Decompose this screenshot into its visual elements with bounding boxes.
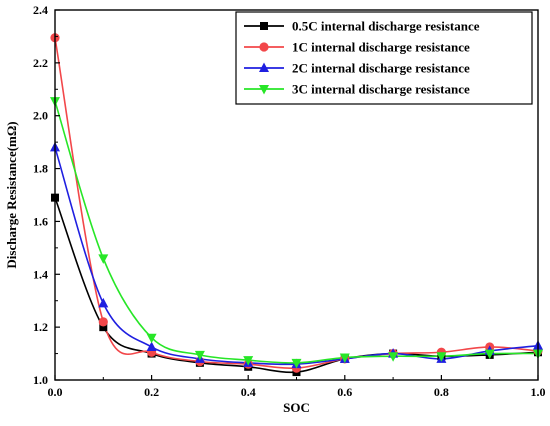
y-tick-label: 2.4 bbox=[33, 3, 48, 17]
legend-swatch-marker bbox=[259, 85, 269, 95]
y-tick-label: 1.6 bbox=[33, 214, 48, 228]
data-point-2 bbox=[146, 341, 157, 351]
series-line-3 bbox=[54, 100, 539, 364]
legend-label: 2C internal discharge resistance bbox=[292, 61, 470, 76]
x-tick-label: 0.4 bbox=[241, 385, 256, 399]
legend-label: 3C internal discharge resistance bbox=[292, 82, 470, 97]
x-tick-label: 0.8 bbox=[434, 385, 449, 399]
legend-box bbox=[235, 11, 533, 105]
y-tick-label: 2.2 bbox=[33, 56, 48, 70]
x-tick-label: 0.6 bbox=[337, 385, 352, 399]
data-point-1 bbox=[98, 317, 108, 327]
x-tick-label: 0.0 bbox=[48, 385, 63, 399]
y-tick-label: 2.0 bbox=[33, 109, 48, 123]
data-point-3 bbox=[388, 352, 399, 362]
data-point-3 bbox=[98, 254, 109, 264]
legend-swatch-marker bbox=[259, 62, 269, 72]
x-tick-label: 1.0 bbox=[531, 385, 546, 399]
data-point-3 bbox=[291, 358, 302, 369]
legend-swatch-marker bbox=[259, 42, 269, 52]
data-point-3 bbox=[243, 356, 254, 366]
data-point-3 bbox=[339, 353, 350, 364]
series-line-2 bbox=[54, 147, 539, 366]
data-point-0 bbox=[99, 323, 108, 332]
data-point-3 bbox=[146, 333, 157, 344]
legend: 0.5C internal discharge resistance 1C int… bbox=[235, 11, 533, 105]
legend-label: 0.5C internal discharge resistance bbox=[292, 19, 480, 34]
x-tick-label: 0.2 bbox=[144, 385, 159, 399]
y-axis-ticks: 1.0 1.2 1.4 1.6 1.8 2.0 2.2 2.4 bbox=[33, 3, 60, 387]
y-tick-label: 1.0 bbox=[33, 373, 48, 387]
y-tick-label: 1.8 bbox=[33, 162, 48, 176]
data-point-2 bbox=[98, 297, 109, 308]
y-tick-label: 1.4 bbox=[33, 267, 48, 281]
data-point-3 bbox=[194, 350, 205, 361]
x-axis-title: SOC bbox=[283, 400, 310, 415]
data-point-3 bbox=[484, 349, 495, 360]
data-point-3 bbox=[436, 352, 447, 362]
y-axis-title: Discharge Resistance(mΩ) bbox=[4, 121, 19, 268]
series-line-0 bbox=[54, 197, 539, 374]
legend-label: 1C internal discharge resistance bbox=[292, 40, 470, 55]
y-tick-label: 1.2 bbox=[33, 320, 48, 334]
legend-swatch-marker bbox=[260, 22, 268, 30]
x-axis-ticks: 0.0 0.2 0.4 0.6 0.8 1.0 bbox=[48, 375, 546, 399]
